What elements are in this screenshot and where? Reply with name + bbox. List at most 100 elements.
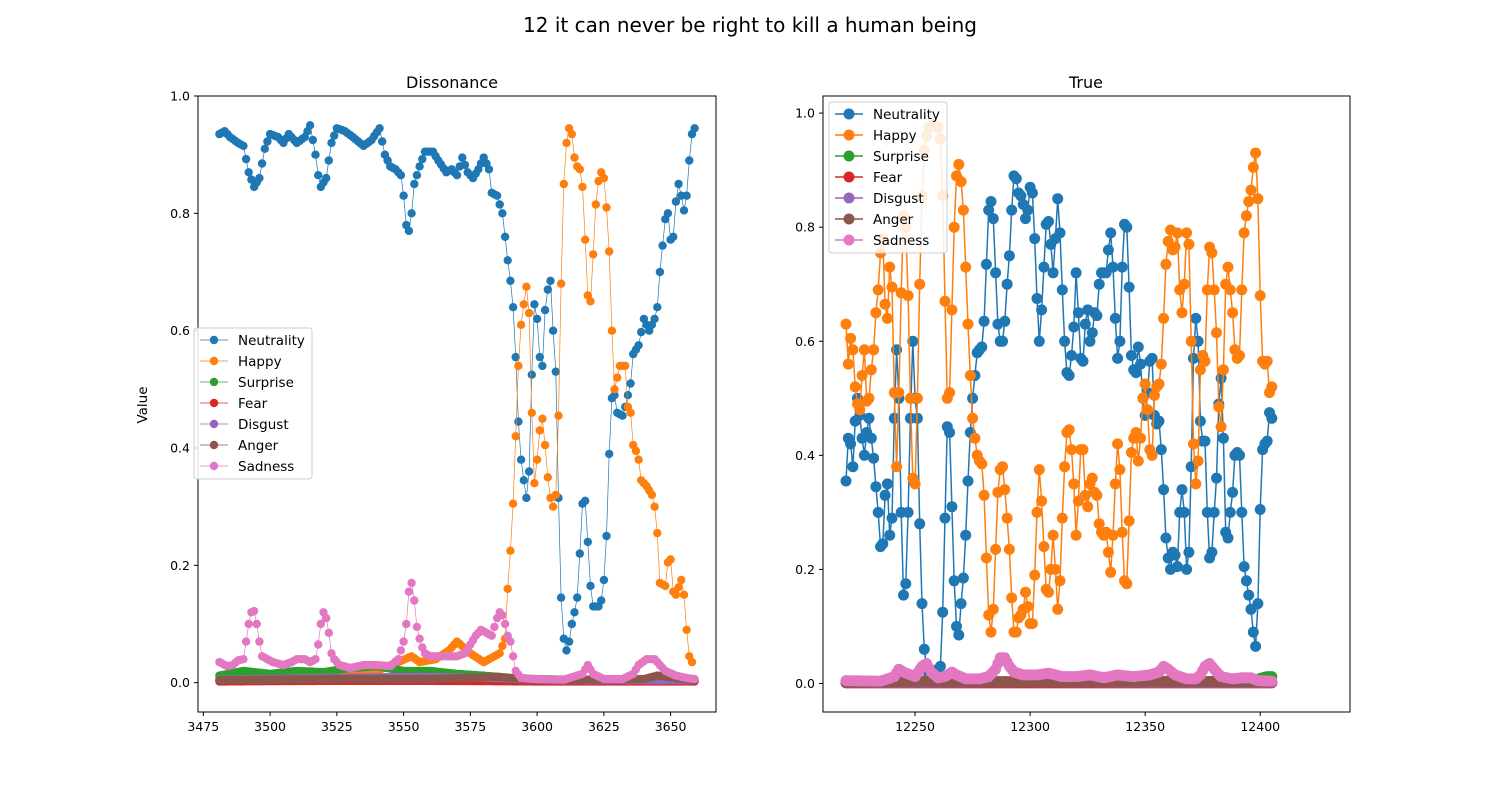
data-point: [863, 412, 875, 424]
data-point: [410, 179, 419, 189]
data-point: [674, 179, 683, 189]
data-point: [522, 493, 531, 503]
data-point: [322, 173, 331, 183]
data-point: [978, 489, 990, 501]
data-point: [1208, 284, 1220, 296]
data-point: [682, 625, 691, 635]
data-point: [1208, 506, 1220, 518]
legend-label: Anger: [873, 212, 914, 228]
data-point: [548, 326, 558, 335]
legend-label: Happy: [238, 354, 282, 370]
data-point: [607, 326, 617, 335]
data-point: [257, 159, 267, 168]
data-point: [1206, 546, 1218, 558]
data-point: [508, 652, 518, 661]
data-point: [514, 361, 523, 371]
series-neutrality: [215, 121, 699, 655]
data-point: [847, 461, 859, 473]
data-point: [1261, 355, 1273, 367]
legend-item-fear: Fear: [835, 170, 903, 186]
legend-marker: [843, 234, 855, 246]
data-point: [637, 327, 646, 337]
data-point: [1063, 370, 1075, 381]
data-point: [412, 171, 422, 180]
legend-marker: [843, 171, 855, 183]
data-point: [1059, 461, 1071, 473]
data-point: [1234, 350, 1245, 361]
data-point: [918, 643, 930, 655]
data-point: [532, 455, 542, 464]
data-point: [902, 290, 914, 302]
data-point: [1132, 341, 1144, 353]
data-point: [1102, 546, 1114, 558]
data-point: [1158, 312, 1170, 324]
data-point: [597, 596, 606, 605]
data-point: [1247, 161, 1259, 173]
data-point: [575, 549, 584, 558]
legend-item-anger: Anger: [835, 212, 914, 228]
data-point: [327, 138, 336, 148]
data-point: [410, 596, 419, 605]
data-point: [516, 320, 526, 329]
data-point: [1176, 307, 1188, 319]
data-point: [634, 341, 643, 350]
data-point: [650, 502, 659, 511]
data-point: [907, 335, 919, 347]
data-point: [1217, 432, 1229, 444]
data-point: [610, 391, 619, 400]
x-tick-label: 12350: [1125, 719, 1165, 734]
data-point: [1146, 352, 1158, 364]
data-point: [1199, 355, 1211, 367]
data-point: [1033, 464, 1045, 476]
data-point: [1020, 586, 1031, 598]
data-point: [1236, 284, 1248, 296]
data-point: [1266, 381, 1278, 393]
data-point: [1227, 486, 1239, 498]
data-point: [870, 307, 882, 319]
x-tick-label: 12250: [895, 719, 935, 734]
data-point: [1181, 563, 1193, 575]
data-point: [960, 261, 972, 273]
data-point: [605, 247, 614, 256]
y-tick-label: 0.4: [170, 441, 190, 456]
legend-item-happy: Happy: [835, 128, 917, 144]
axes-frame: [822, 95, 1351, 713]
data-point: [1252, 598, 1264, 610]
data-point: [1026, 187, 1038, 199]
data-point: [663, 209, 673, 218]
data-point: [506, 637, 515, 646]
data-point: [690, 674, 699, 684]
data-point: [884, 529, 896, 541]
data-point: [1010, 626, 1022, 638]
legend-marker: [843, 213, 855, 225]
data-point: [407, 578, 416, 588]
data-point: [1137, 392, 1149, 404]
data-point: [997, 461, 1008, 473]
data-point: [599, 575, 609, 585]
data-point: [311, 655, 320, 664]
legend-item-neutrality: Neutrality: [835, 107, 940, 123]
data-point: [314, 171, 323, 180]
data-point: [498, 641, 507, 651]
data-point: [1190, 312, 1202, 324]
data-point: [1206, 247, 1218, 259]
data-point: [1158, 484, 1170, 496]
x-tick-label: 3550: [388, 719, 420, 734]
data-point: [1222, 261, 1234, 273]
data-point: [1254, 504, 1266, 515]
data-point: [999, 484, 1011, 496]
legend-label: Fear: [873, 170, 903, 186]
data-point: [1079, 489, 1091, 501]
data-point: [1070, 267, 1082, 279]
data-point: [1188, 352, 1199, 364]
data-point: [1063, 424, 1075, 436]
legend-label: Sadness: [873, 233, 929, 249]
data-point: [893, 387, 905, 399]
data-point: [551, 490, 560, 500]
data-point: [955, 176, 967, 188]
legend-label: Surprise: [873, 149, 929, 165]
data-point: [948, 221, 960, 233]
data-point: [999, 315, 1011, 327]
data-point: [909, 478, 921, 490]
legend-item-disgust: Disgust: [835, 191, 924, 207]
